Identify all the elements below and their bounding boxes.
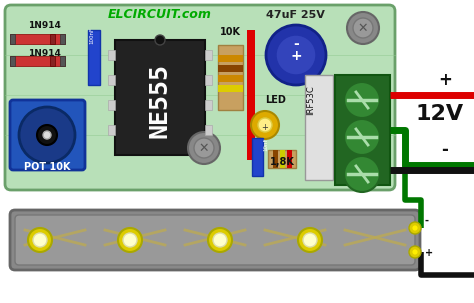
Bar <box>218 65 243 72</box>
Text: +: + <box>262 124 268 132</box>
Circle shape <box>409 222 421 234</box>
Bar <box>205 125 212 135</box>
Bar <box>218 85 243 92</box>
Text: +: + <box>425 248 433 258</box>
Bar <box>60 34 65 44</box>
Bar <box>205 75 212 85</box>
Text: +: + <box>290 49 302 63</box>
Circle shape <box>347 12 379 44</box>
Bar <box>268 150 296 168</box>
Bar <box>205 100 212 110</box>
Bar <box>273 150 278 168</box>
Text: 1,8K: 1,8K <box>270 157 295 167</box>
Circle shape <box>276 35 316 75</box>
Circle shape <box>266 25 326 85</box>
Text: 1N914: 1N914 <box>28 21 61 30</box>
Text: NE555: NE555 <box>148 62 172 138</box>
Bar <box>10 34 65 44</box>
FancyBboxPatch shape <box>5 5 395 190</box>
Circle shape <box>412 225 418 231</box>
Text: LED: LED <box>265 95 286 105</box>
Bar <box>218 75 243 82</box>
Bar <box>10 34 15 44</box>
Circle shape <box>118 228 142 252</box>
Circle shape <box>188 132 220 164</box>
Text: ELCIRCUIT.com: ELCIRCUIT.com <box>108 8 212 21</box>
Bar <box>205 50 212 60</box>
Text: 10nF: 10nF <box>263 137 268 151</box>
Bar <box>218 45 243 110</box>
Bar <box>10 56 65 66</box>
Bar <box>335 75 390 185</box>
Text: 47uF 25V: 47uF 25V <box>265 10 324 20</box>
Text: 100nF: 100nF <box>89 27 94 44</box>
Circle shape <box>251 111 279 139</box>
Circle shape <box>303 233 317 247</box>
Text: -: - <box>425 216 429 226</box>
Bar <box>218 55 243 62</box>
Bar <box>108 75 115 85</box>
Text: -: - <box>442 141 448 159</box>
Bar <box>50 34 55 44</box>
Bar <box>115 40 205 155</box>
FancyBboxPatch shape <box>15 215 415 265</box>
Circle shape <box>123 233 137 247</box>
Circle shape <box>28 228 52 252</box>
Bar <box>247 30 255 160</box>
Text: IRF53C: IRF53C <box>306 85 315 115</box>
Bar <box>305 75 333 180</box>
Circle shape <box>258 118 272 132</box>
FancyBboxPatch shape <box>10 210 420 270</box>
Bar <box>60 56 65 66</box>
Text: -: - <box>293 37 299 51</box>
Bar <box>108 100 115 110</box>
Circle shape <box>344 119 380 155</box>
Circle shape <box>344 156 380 192</box>
Bar <box>10 56 15 66</box>
Bar <box>252 138 263 176</box>
Circle shape <box>33 233 47 247</box>
Bar <box>280 150 285 168</box>
Circle shape <box>412 249 418 255</box>
Text: +: + <box>438 71 452 89</box>
Circle shape <box>37 125 57 145</box>
Circle shape <box>213 233 227 247</box>
Circle shape <box>353 18 373 38</box>
Circle shape <box>194 138 214 158</box>
Bar <box>108 125 115 135</box>
Text: 1N914: 1N914 <box>28 49 61 58</box>
Circle shape <box>155 35 165 45</box>
Bar <box>287 150 292 168</box>
Circle shape <box>409 246 421 258</box>
FancyBboxPatch shape <box>10 100 85 170</box>
Circle shape <box>344 82 380 118</box>
Text: POT 10K: POT 10K <box>24 162 70 172</box>
Text: 12V: 12V <box>416 104 464 124</box>
Bar <box>50 56 55 66</box>
Text: 10K: 10K <box>220 27 241 37</box>
Bar <box>108 50 115 60</box>
Circle shape <box>208 228 232 252</box>
Circle shape <box>19 107 75 163</box>
Circle shape <box>298 228 322 252</box>
Circle shape <box>43 131 51 139</box>
Text: ✕: ✕ <box>199 142 209 155</box>
Bar <box>88 30 100 85</box>
Text: ✕: ✕ <box>358 22 368 35</box>
